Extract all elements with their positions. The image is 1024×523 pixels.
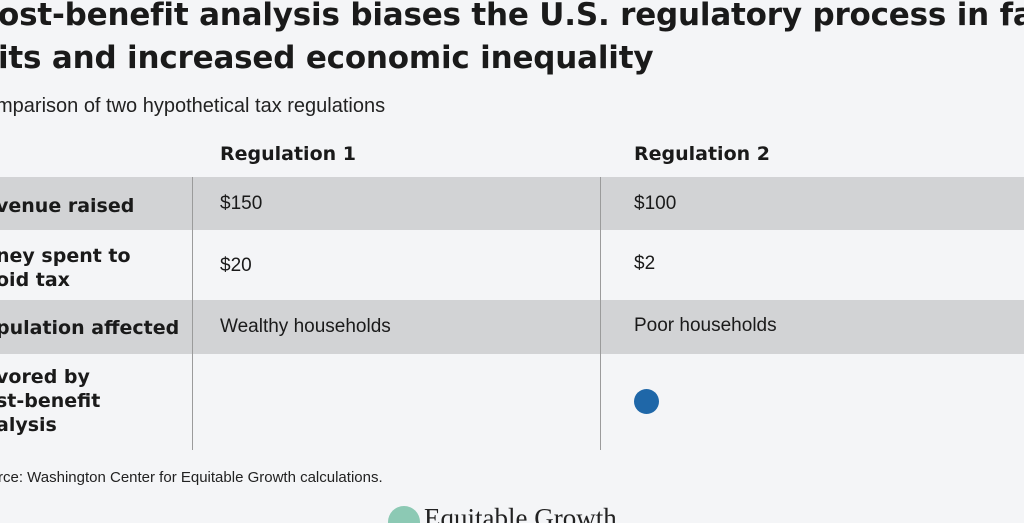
row-label-line: st-benefit [0, 390, 101, 412]
row-label-line: vored by [0, 366, 90, 388]
table-row: vored by st-benefit alysis [0, 354, 1024, 450]
brand-logo: Equitable Growth [388, 502, 617, 523]
column-divider [192, 177, 193, 450]
row-label: venue raised [0, 194, 134, 218]
table-row: ney spent to oid tax $20 $2 [0, 230, 1024, 300]
table-cell: $150 [220, 193, 263, 214]
table-cell: Wealthy households [220, 316, 391, 337]
column-header-regulation-2: Regulation 2 [634, 143, 770, 165]
table-row: venue raised $150 $100 [0, 177, 1024, 230]
title-line: its and increased economic inequality [0, 40, 654, 76]
table-cell: $2 [634, 253, 656, 274]
source-note: rce: Washington Center for Equitable Gro… [0, 469, 383, 486]
column-divider [600, 177, 601, 450]
row-label-line: ney spent to [0, 245, 131, 267]
row-label-line: oid tax [0, 269, 70, 291]
row-label: ney spent to oid tax [0, 244, 131, 292]
row-label: vored by st-benefit alysis [0, 365, 100, 437]
title-line: ost-benefit analysis biases the U.S. reg… [0, 0, 1024, 33]
favored-marker-regulation-2 [634, 389, 659, 414]
row-label-line: alysis [0, 414, 57, 436]
chart-subtitle: mparison of two hypothetical tax regulat… [0, 95, 386, 117]
row-label: pulation affected [0, 316, 179, 340]
table-cell: $100 [634, 193, 677, 214]
row-label-line: venue raised [0, 195, 135, 217]
table-row: pulation affected Wealthy households Poo… [0, 300, 1024, 354]
table-cell: Poor households [634, 315, 777, 336]
logo-text: Equitable Growth [424, 503, 617, 523]
row-label-line: pulation affected [0, 317, 180, 339]
equitable-growth-logo-icon [388, 506, 420, 523]
chart-title: ost-benefit analysis biases the U.S. reg… [0, 0, 1024, 80]
column-header-regulation-1: Regulation 1 [220, 143, 356, 165]
table-cell: $20 [220, 255, 252, 276]
